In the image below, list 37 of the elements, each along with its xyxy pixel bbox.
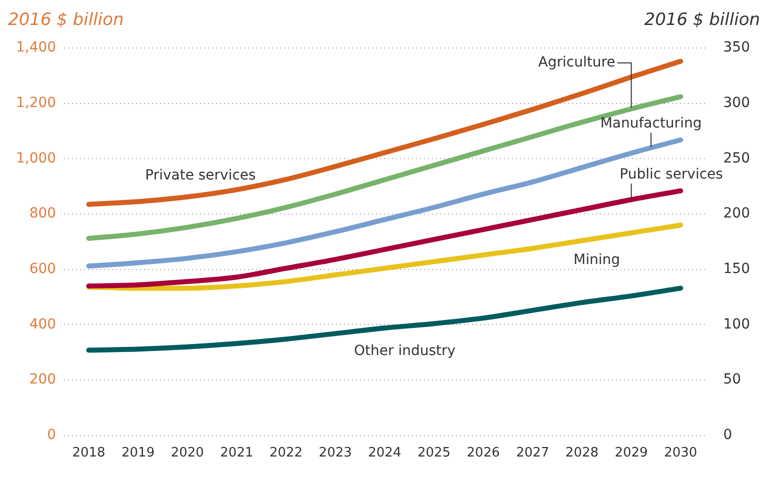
y-tick-label: 1,200 — [16, 94, 56, 111]
y-tick-label: 600 — [29, 261, 56, 278]
x-tick-label: 2030 — [664, 446, 698, 461]
y-axis-title: 2016 $ billion — [8, 10, 124, 30]
y2-tick-label: 50 — [723, 372, 742, 388]
x-tick-label: 2025 — [417, 446, 451, 461]
series-label: Mining — [574, 252, 620, 268]
x-tick-label: 2024 — [368, 446, 402, 461]
y2-tick-label: 350 — [723, 40, 750, 56]
series-label: Public services — [620, 166, 723, 182]
x-tick-label: 2018 — [72, 446, 106, 461]
y-tick-label: 0 — [47, 427, 56, 444]
x-tick-label: 2022 — [269, 446, 303, 461]
x-tick-label: 2021 — [220, 446, 254, 461]
y-tick-label: 800 — [29, 206, 56, 222]
y-tick-label: 1,400 — [16, 40, 56, 56]
text: Agriculture — [538, 54, 616, 71]
x-tick-label: 2028 — [565, 446, 599, 461]
x-tick-label: 2029 — [614, 446, 648, 461]
x-tick-label: 2027 — [516, 446, 550, 461]
series-label: Other industry — [354, 343, 456, 360]
y2-axis-title: 2016 $ billion — [644, 10, 760, 30]
y2-tick-label: 150 — [723, 261, 750, 278]
y2-tick-label: 200 — [723, 206, 750, 222]
y2-tick-label: 250 — [723, 150, 750, 166]
x-tick-label: 2020 — [170, 446, 204, 461]
x-tick-label: 2023 — [318, 446, 352, 461]
y2-tick-label: 100 — [723, 316, 750, 332]
y2-tick-label: 0 — [723, 427, 732, 444]
x-tick-label: 2019 — [122, 446, 155, 461]
series-label: Manufacturing — [600, 115, 702, 132]
series-label: Private services — [145, 167, 256, 184]
x-tick-label: 2026 — [466, 446, 500, 461]
y2-tick-label: 300 — [723, 94, 750, 111]
y-tick-label: 1,000 — [16, 150, 56, 166]
y-tick-label: 200 — [29, 372, 56, 388]
y-tick-label: 400 — [29, 316, 56, 332]
